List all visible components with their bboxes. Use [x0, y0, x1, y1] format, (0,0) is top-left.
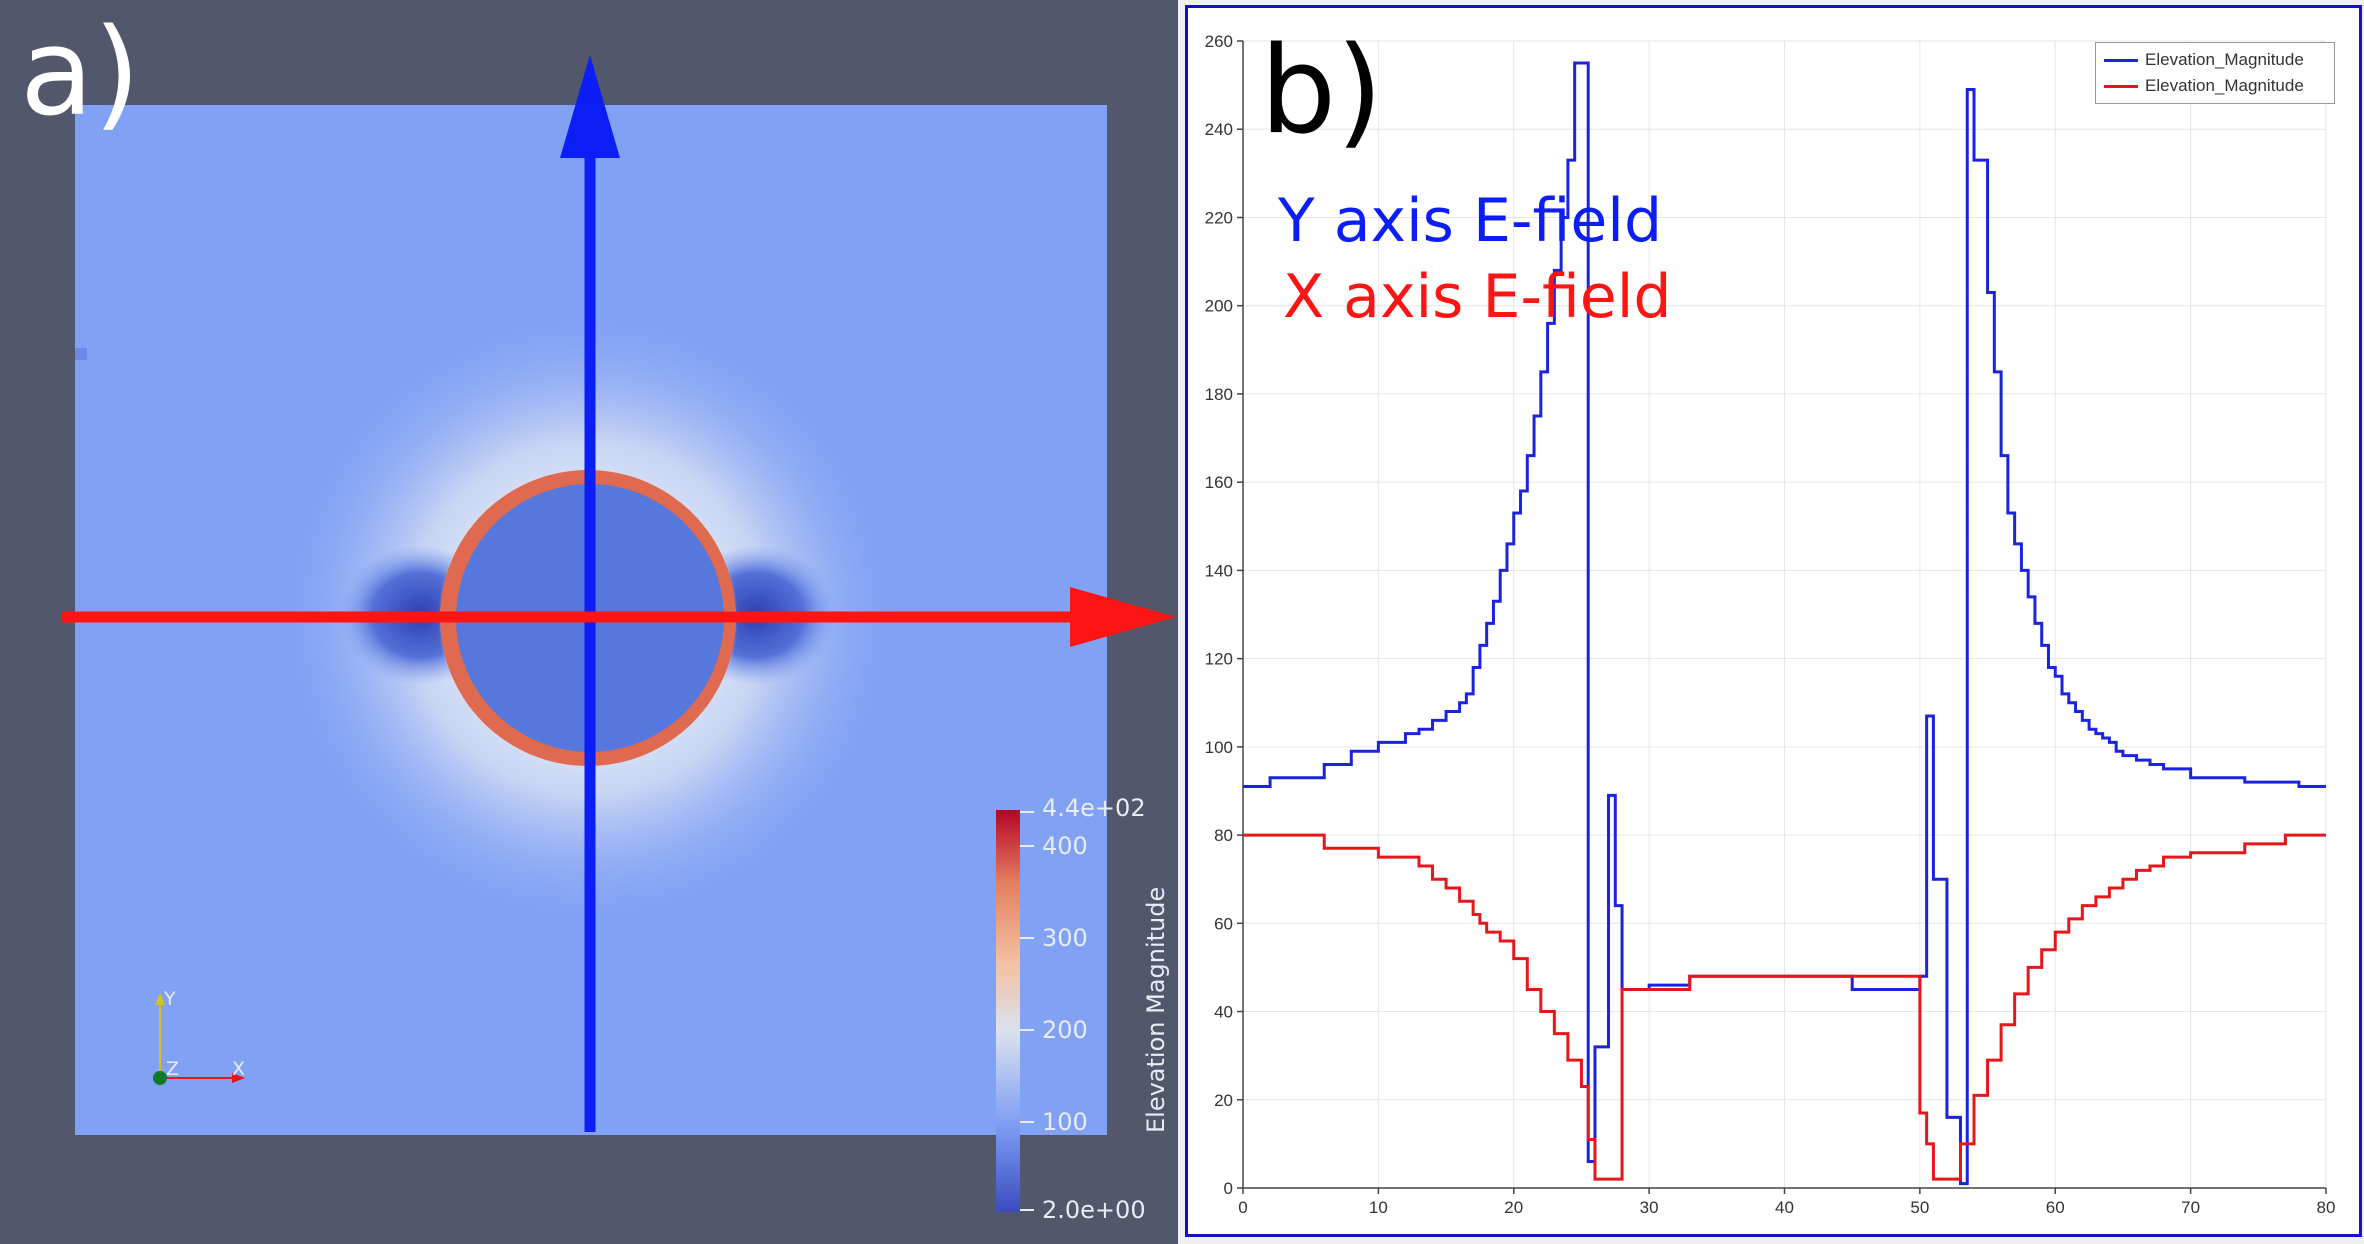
field-render-canvas — [62, 55, 1176, 1212]
y-tick-label: 200 — [1205, 297, 1233, 316]
y-tick-label: 140 — [1205, 561, 1233, 580]
z-orient-axis — [153, 1071, 167, 1085]
colorbar-tick-label: 400 — [1042, 832, 1088, 860]
x-tick-label: 30 — [1640, 1198, 1659, 1217]
colorbar-gradient — [996, 810, 1020, 1212]
field-view-3d[interactable]: a) 4.4e+02 400 300 200 100 2.0e+00 Eleva… — [0, 0, 1178, 1244]
y-tick-label: 60 — [1214, 914, 1233, 933]
legend-swatch-blue — [2104, 58, 2138, 62]
colorbar-tick-label: 300 — [1042, 924, 1088, 952]
chart-legend: Elevation_Magnitude Elevation_Magnitude — [2095, 42, 2335, 104]
y-tick-label: 180 — [1205, 385, 1233, 404]
y-tick-label: 120 — [1205, 650, 1233, 669]
y-axis-efield-series — [1243, 61, 2326, 1186]
y-tick-label: 100 — [1205, 738, 1233, 757]
colorbar-min-label: 2.0e+00 — [1042, 1196, 1146, 1224]
legend-swatch-red — [2104, 84, 2138, 88]
y-tick-label: 160 — [1205, 473, 1233, 492]
y-tick-label: 240 — [1205, 120, 1233, 139]
x-arrow-head — [1070, 587, 1176, 647]
x-tick-label: 20 — [1504, 1198, 1523, 1217]
orient-x-label: X — [232, 1058, 246, 1080]
line-chart: 0 20 40 60 80 100 120 140 160 180 200 220 240 260 0 10 2… — [1205, 32, 2336, 1217]
orient-z-label: Z — [166, 1058, 180, 1080]
y-tick-label: 260 — [1205, 32, 1233, 51]
line-plot-view[interactable]: 0 20 40 60 80 100 120 140 160 180 200 220 240 260 0 10 2… — [1185, 5, 2362, 1237]
colorbar-title: Elevation Magnitude — [1142, 886, 1170, 1133]
y-tick-label: 80 — [1214, 826, 1233, 845]
y-tick-label: 0 — [1224, 1179, 1233, 1198]
legend-item: Elevation_Magnitude — [2104, 74, 2304, 98]
x-tick-label: 50 — [1910, 1198, 1929, 1217]
x-tick-label: 60 — [2046, 1198, 2065, 1217]
colorbar-tick-label: 200 — [1042, 1016, 1088, 1044]
x-tick-label: 0 — [1238, 1198, 1247, 1217]
y-tick-label: 220 — [1205, 208, 1233, 227]
x-tick-label: 40 — [1775, 1198, 1794, 1217]
colorbar-max-label: 4.4e+02 — [1042, 794, 1146, 822]
colorbar-tick-label: 100 — [1042, 1108, 1088, 1136]
x-tick-label: 70 — [2181, 1198, 2200, 1217]
y-tick-label: 20 — [1214, 1091, 1233, 1110]
legend-label: Elevation_Magnitude — [2145, 50, 2304, 69]
legend-label: Elevation_Magnitude — [2145, 76, 2304, 95]
x-axis-field-label: X axis E-field — [1283, 262, 1672, 332]
x-axis-efield-series — [1243, 833, 2326, 1181]
orient-y-label: Y — [164, 988, 176, 1010]
x-tick-label: 80 — [2317, 1198, 2336, 1217]
panel-b-label: b) — [1260, 22, 1383, 161]
panel-a-label: a) — [20, 4, 141, 143]
y-axis-field-label: Y axis E-field — [1278, 186, 1663, 256]
y-tick-label: 40 — [1214, 1003, 1233, 1022]
y-arrow-head — [560, 55, 620, 158]
x-tick-label: 10 — [1369, 1198, 1388, 1217]
legend-item: Elevation_Magnitude — [2104, 48, 2304, 72]
